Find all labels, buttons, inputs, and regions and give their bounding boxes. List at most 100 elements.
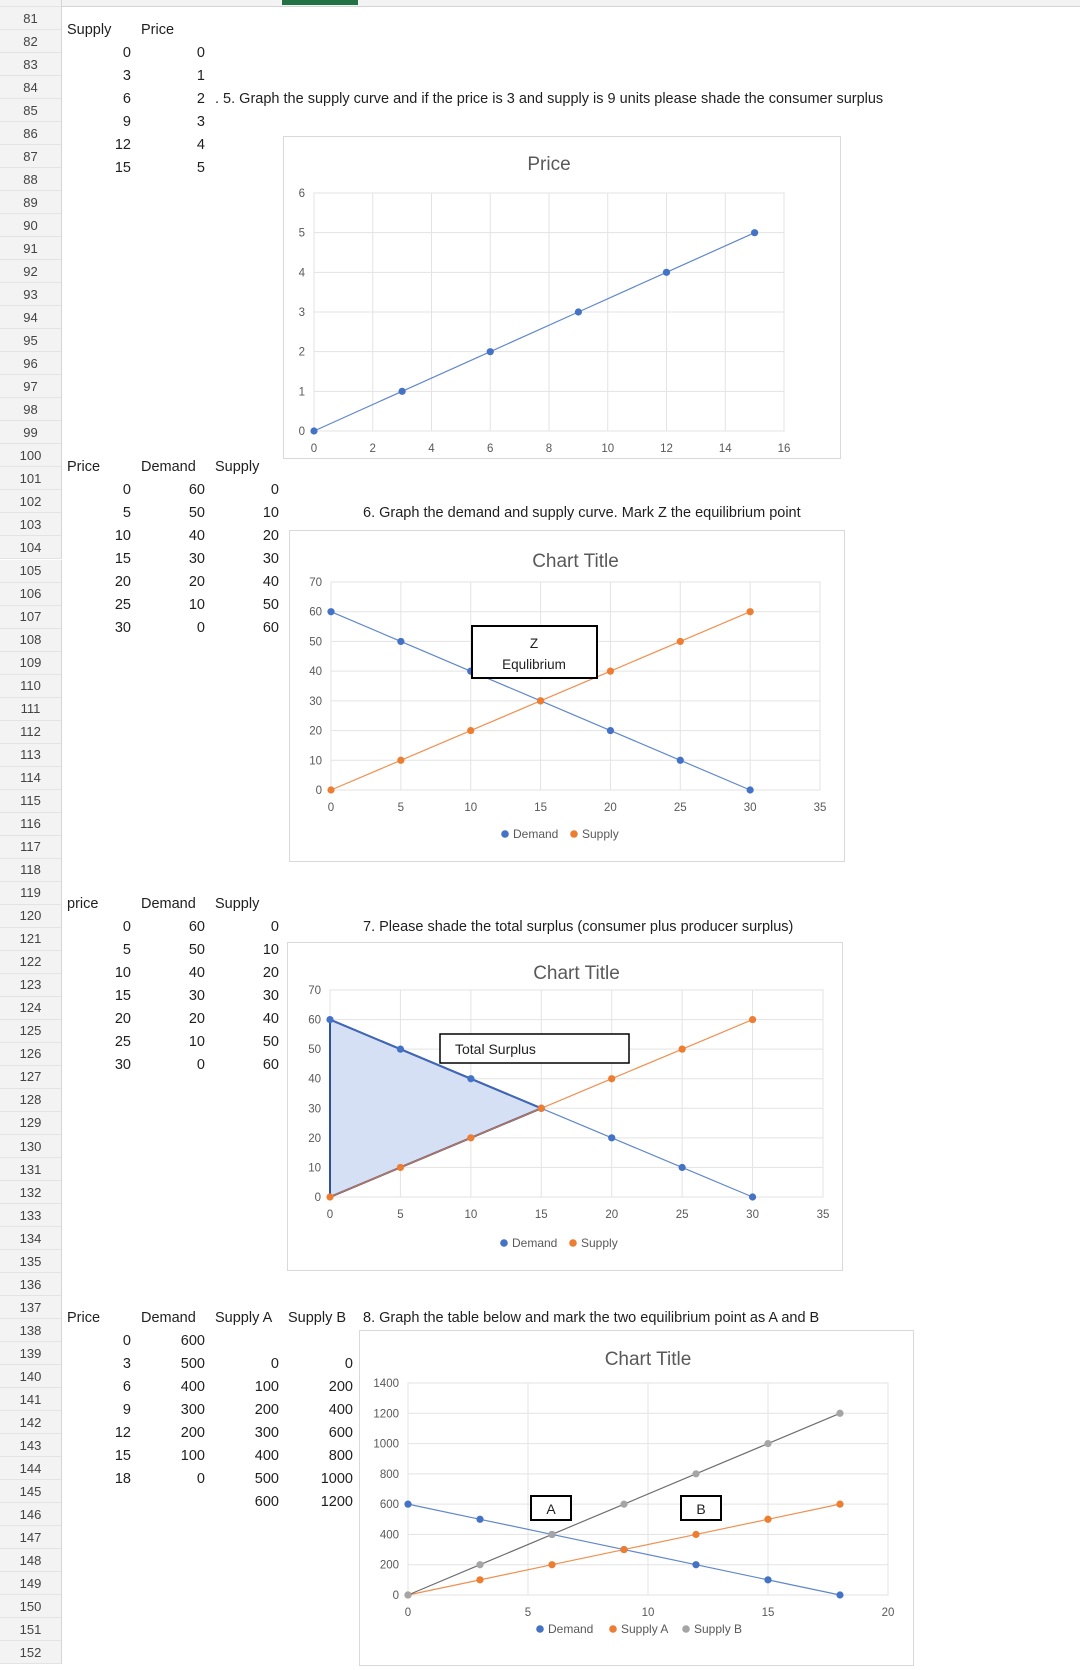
chart-price-supply[interactable]: Price 0 2 4 6 8 10 12 14 16 0 1 2 3 4 5 6 [283,136,841,459]
cell-supply-a[interactable]: 0 [270,1356,279,1372]
row-header[interactable]: 87 [0,145,62,169]
row-header[interactable]: 150 [0,1595,62,1619]
cell-price[interactable]: 3 [122,1356,131,1373]
cell-price[interactable]: 5 [122,505,131,522]
row-header[interactable]: 84 [0,76,62,100]
row-header[interactable]: 83 [0,53,62,77]
row-header[interactable]: 128 [0,1088,62,1112]
cell-supply[interactable]: 30 [262,988,279,1005]
row-header[interactable]: 146 [0,1503,62,1527]
cell-price[interactable]: 12 [114,1425,131,1442]
row-header[interactable]: 117 [0,835,62,859]
row-header[interactable]: 88 [0,168,62,192]
row-header[interactable]: 142 [0,1411,62,1435]
cell-demand[interactable]: 10 [188,597,205,614]
row-header[interactable]: 151 [0,1618,62,1642]
cell-supply-b[interactable]: 1200 [320,1494,353,1511]
row-header[interactable]: 93 [0,283,62,307]
cell-price[interactable]: 0 [196,45,205,61]
header-demand-3[interactable]: Demand [141,896,196,912]
row-header[interactable]: 137 [0,1296,62,1320]
row-header[interactable]: 152 [0,1641,62,1665]
cell-supply[interactable]: 0 [270,919,279,935]
cell-supply[interactable]: 3 [122,68,131,85]
cell-supply[interactable]: 12 [114,137,131,154]
row-header[interactable]: 123 [0,973,62,997]
cell-supply[interactable]: 10 [262,505,279,522]
row-header[interactable]: 107 [0,605,62,629]
row-header[interactable]: 120 [0,904,62,928]
cell-demand[interactable]: 60 [188,482,205,498]
cell-demand[interactable]: 20 [188,574,205,591]
cell-demand[interactable]: 300 [180,1402,205,1419]
header-demand-4[interactable]: Demand [141,1310,196,1326]
row-header[interactable]: 101 [0,467,62,491]
row-header[interactable]: 95 [0,329,62,353]
cell-supply-b[interactable]: 200 [328,1379,353,1396]
cell-supply[interactable]: 40 [262,1011,279,1028]
row-header[interactable]: 140 [0,1365,62,1389]
row-header[interactable]: 112 [0,720,62,744]
cell-price[interactable]: 0 [122,482,131,498]
cell-supply[interactable]: 30 [262,551,279,568]
cell-price[interactable]: 9 [122,1402,131,1419]
cell-supply[interactable]: 10 [262,942,279,959]
cell-price[interactable]: 3 [196,114,205,131]
row-header[interactable]: 85 [0,99,62,123]
cell-price[interactable]: 30 [114,1057,131,1074]
cell-price[interactable]: 15 [114,551,131,568]
cell-price[interactable]: 15 [114,1448,131,1465]
cell-demand[interactable]: 400 [180,1379,205,1396]
cell-price[interactable]: 30 [114,620,131,637]
row-header[interactable]: 149 [0,1572,62,1596]
cell-price[interactable]: 4 [196,137,205,154]
row-header[interactable]: 82 [0,30,62,54]
row-header[interactable]: 96 [0,352,62,376]
cell-price[interactable]: 5 [196,160,205,177]
cell-price[interactable]: 25 [114,1034,131,1051]
row-header[interactable]: 126 [0,1042,62,1066]
cell-demand[interactable]: 40 [188,528,205,545]
row-header[interactable]: 130 [0,1135,62,1159]
row-header[interactable]: 124 [0,996,62,1020]
cell-supply-b[interactable]: 800 [328,1448,353,1465]
cell-supply-a[interactable]: 400 [254,1448,279,1465]
cell-demand[interactable]: 0 [196,1471,205,1488]
header-supply-a-4[interactable]: Supply A [215,1310,273,1326]
row-header[interactable]: 133 [0,1204,62,1228]
cell-price[interactable]: 25 [114,597,131,614]
cell-supply[interactable]: 60 [262,620,279,637]
cell-supply-a[interactable]: 300 [254,1425,279,1442]
row-header[interactable]: 129 [0,1111,62,1135]
row-header[interactable]: 115 [0,789,62,813]
cell-supply-b[interactable]: 0 [344,1356,353,1372]
cell-demand[interactable]: 20 [188,1011,205,1028]
cell-supply[interactable]: 40 [262,574,279,591]
row-header[interactable]: 109 [0,651,62,675]
row-header[interactable]: 104 [0,536,62,560]
cell-supply-b[interactable]: 600 [328,1425,353,1442]
cell-price[interactable]: 10 [114,528,131,545]
row-header[interactable]: 134 [0,1227,62,1251]
chart-total-surplus[interactable]: Chart Title 0 5 10 15 20 25 30 35 0 10 20 30 40 50 60 70… [287,942,843,1271]
row-header[interactable]: 127 [0,1065,62,1089]
row-header[interactable]: 138 [0,1319,62,1343]
row-header[interactable]: 121 [0,927,62,951]
question-7[interactable]: 7. Please shade the total surplus (consu… [363,919,794,935]
cell-price[interactable]: 5 [122,942,131,959]
cell-price[interactable]: 15 [114,988,131,1005]
row-header[interactable]: 148 [0,1549,62,1573]
row-header[interactable]: 106 [0,582,62,606]
row-header[interactable]: 81 [0,7,62,31]
cell-demand[interactable]: 200 [180,1425,205,1442]
row-header[interactable]: 100 [0,444,62,468]
cell-demand[interactable]: 50 [188,942,205,959]
row-header[interactable]: 145 [0,1480,62,1504]
row-header[interactable]: 99 [0,421,62,445]
question-5[interactable]: . 5. Graph the supply curve and if the p… [215,91,884,107]
header-price-2[interactable]: Price [67,459,101,475]
row-header[interactable]: 147 [0,1526,62,1550]
cell-demand[interactable]: 30 [188,988,205,1005]
cell-demand[interactable]: 10 [188,1034,205,1051]
header-price-1[interactable]: Price [141,22,175,38]
